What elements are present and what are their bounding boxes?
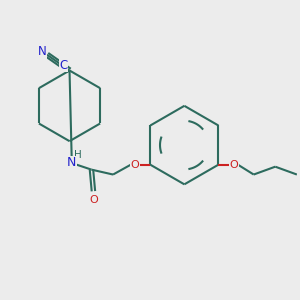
Text: H: H bbox=[74, 150, 82, 160]
Text: O: O bbox=[230, 160, 239, 170]
Text: C: C bbox=[59, 59, 68, 72]
Text: O: O bbox=[89, 195, 98, 205]
Text: O: O bbox=[130, 160, 139, 170]
Text: N: N bbox=[67, 156, 76, 169]
Text: N: N bbox=[38, 45, 46, 58]
